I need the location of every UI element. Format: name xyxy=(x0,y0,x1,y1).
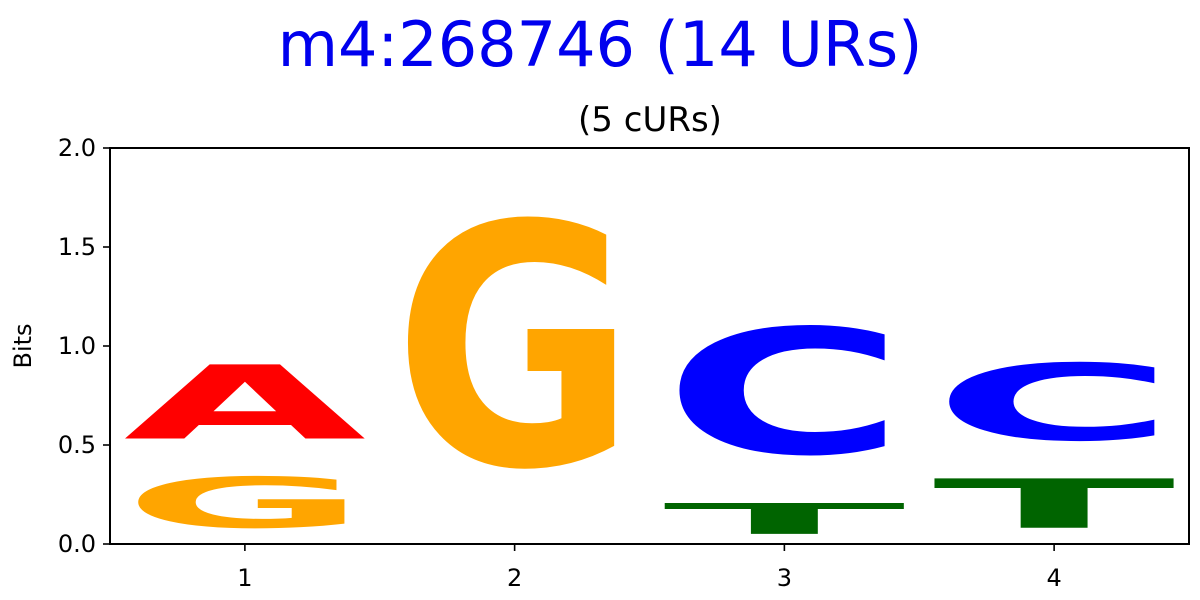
logo-letter-g-pos1: G xyxy=(123,463,366,544)
y-tick-label: 1.5 xyxy=(58,233,96,261)
logo-letter-t-pos4: T xyxy=(933,465,1178,544)
y-tick-label: 0.0 xyxy=(58,530,96,558)
y-tick-label: 1.0 xyxy=(58,332,96,360)
x-tick-label: 2 xyxy=(507,564,522,592)
chart-title: m4:268746 (14 URs) xyxy=(278,8,923,81)
y-tick-label: 2.0 xyxy=(58,134,96,162)
x-tick-label: 1 xyxy=(237,564,252,592)
logo-letter-a-pos1: A xyxy=(123,344,366,462)
axes: 0.0 0.5 1.0 1.5 2.0 1 2 3 4 xyxy=(58,134,1190,592)
logo-letter-t-pos3: T xyxy=(663,495,906,544)
logo-letter-c-pos3: C xyxy=(663,293,906,494)
logo-letter-c-pos4: C xyxy=(933,342,1176,464)
logo-letter-g-pos2: G xyxy=(393,156,636,543)
y-axis-label: Bits xyxy=(9,323,37,368)
chart-subtitle: (5 cURs) xyxy=(578,100,722,140)
x-tick-label: 3 xyxy=(777,564,792,592)
x-tick-label: 4 xyxy=(1046,564,1061,592)
y-tick-label: 0.5 xyxy=(58,431,96,459)
